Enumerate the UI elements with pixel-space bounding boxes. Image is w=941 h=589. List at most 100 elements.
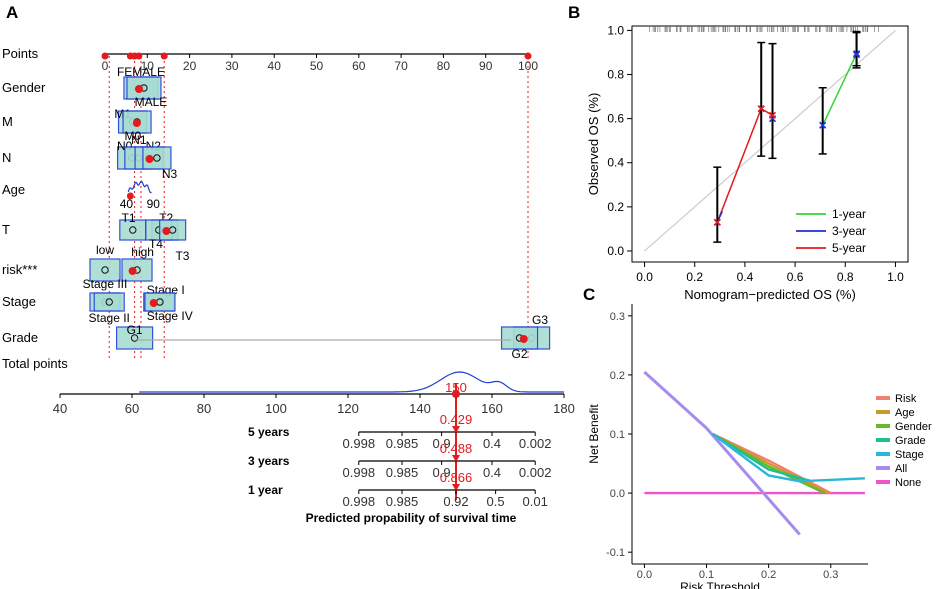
level-box-grade [500, 326, 539, 350]
calibration-legend-label-3-year: 3-year [832, 224, 866, 238]
level-box-t [159, 219, 187, 241]
survival-tick-label: 0.01 [523, 494, 548, 509]
variable-label-gender: Gender [2, 80, 46, 95]
nomogram-x-axis-title: Predicted propability of survival time [306, 511, 517, 525]
dca-line-grade [712, 432, 813, 483]
dca-x-axis-title: Risk Threshold [680, 580, 760, 589]
survival-predicted-marker [452, 426, 460, 433]
total-tick-label: 180 [553, 401, 575, 416]
points-tick-label: 50 [310, 59, 324, 73]
points-tick-label: 20 [183, 59, 197, 73]
calibration-plot-frame [631, 25, 909, 263]
calibration-y-tick-label: 1.0 [607, 23, 624, 37]
panel-label-b: B [568, 3, 580, 22]
variable-label-stage: Stage [2, 294, 36, 309]
dca-y-tick-label: 0.3 [610, 311, 625, 323]
points-axis-marker [101, 52, 109, 60]
dca-legend-label-risk: Risk [895, 393, 917, 405]
total-tick-label: 120 [337, 401, 359, 416]
level-label-n-n1: N1 [131, 133, 147, 147]
calibration-x-tick-label: 0.0 [636, 270, 653, 284]
level-label-stage-stage-iv: Stage IV [147, 309, 193, 323]
calibration-point-marker [768, 111, 777, 119]
survival-predicted-label: 0.429 [440, 412, 473, 427]
total-tick-label: 80 [197, 401, 211, 416]
dca-line-all [643, 370, 801, 536]
calibration-y-tick-label: 0.8 [607, 68, 624, 82]
points-tick-label: 80 [437, 59, 451, 73]
level-label-gender-male: MALE [135, 95, 168, 109]
level-label-n-n3: N3 [162, 167, 178, 181]
selected-level-m [132, 119, 141, 127]
level-box-gender [126, 76, 162, 100]
level-label-risk-high: high [131, 245, 154, 259]
level-label-gender-female: FEMALE [117, 65, 165, 79]
calibration-x-tick-label: 0.4 [737, 270, 754, 284]
total-value-label: 150 [445, 380, 467, 395]
calibration-point-marker [757, 105, 765, 113]
nomogram-panel: Points 0 10 20 30 40 50 60 70 80 90 100 Gender FEMALE… [2, 46, 575, 525]
calibration-legend-label-1-year: 1-year [832, 207, 866, 221]
level-box-risk [89, 258, 121, 282]
points-tick-label: 60 [352, 59, 366, 73]
dca-legend-label-gender: Gender [895, 421, 932, 433]
dca-legend-label-age: Age [895, 407, 915, 419]
total-points-label: Total points [2, 356, 68, 371]
points-tick-label: 70 [394, 59, 408, 73]
total-points-density [139, 371, 564, 393]
calibration-y-tick-label: 0.2 [607, 200, 624, 214]
survival-axis-label-5-years: 5 years [248, 425, 290, 439]
level-marker-stage [105, 298, 113, 306]
survival-axis-label-1-year: 1 year [248, 483, 283, 497]
calibration-y-axis-title: Observed OS (%) [586, 93, 601, 196]
selected-level-t [162, 227, 171, 235]
level-label-grade-g3: G3 [532, 313, 548, 327]
selected-level-gender [134, 85, 143, 93]
level-label-grade-g1: G1 [127, 323, 143, 337]
dca-x-tick-label: 0.0 [637, 569, 652, 581]
calibration-x-tick-label: 0.8 [837, 270, 854, 284]
points-tick-label: 90 [479, 59, 493, 73]
dca-legend-label-all: All [895, 463, 907, 475]
age-point-marker [126, 192, 134, 200]
level-box-risk [121, 258, 153, 282]
variable-label-age: Age [2, 182, 25, 197]
calibration-panel: 0.0 0.2 0.4 0.6 0.8 1.0 0.0 0.2 0.4 0.6 0.8 1.0 Nomo… [586, 23, 909, 302]
points-tick-label: 30 [225, 59, 239, 73]
level-marker-risk [101, 266, 109, 274]
level-label-t-t1: T1 [122, 211, 136, 225]
points-tick-label: 10 [141, 59, 155, 73]
level-box-stage [93, 292, 125, 312]
level-label-age-40: 40 [120, 197, 134, 211]
dca-y-tick-label: 0.0 [610, 488, 625, 500]
level-marker-n [153, 154, 161, 162]
dca-legend-label-grade: Grade [895, 435, 926, 447]
survival-tick-label: 0.9 [433, 465, 451, 480]
level-label-risk-low: low [96, 243, 114, 257]
variable-label-n: N [2, 150, 11, 165]
calibration-point-marker [852, 51, 861, 59]
survival-tick-label: 0.9 [433, 436, 451, 451]
survival-tick-label: 0.92 [443, 494, 468, 509]
level-label-m-m0: M0 [125, 129, 142, 143]
selected-level-grade [519, 335, 528, 343]
level-marker-grade [130, 334, 139, 342]
panel-label-a: A [6, 3, 18, 22]
survival-predicted-marker [452, 455, 460, 462]
level-label-stage-stage-iii: Stage III [83, 277, 128, 291]
total-value-marker [452, 390, 460, 398]
total-tick-label: 60 [125, 401, 139, 416]
dca-legend-label-none: None [895, 477, 921, 489]
points-axis-marker [524, 52, 532, 60]
survival-tick-label: 0.4 [483, 465, 501, 480]
survival-tick-label: 0.985 [386, 465, 419, 480]
level-marker-t [129, 226, 137, 234]
survival-predicted-marker [452, 484, 460, 491]
calibration-line-5-year [716, 107, 773, 223]
points-tick-label: 0 [102, 59, 109, 73]
total-tick-label: 160 [481, 401, 503, 416]
age-density-curve [127, 180, 152, 194]
level-label-stage-stage-ii: Stage II [89, 311, 130, 325]
dca-x-tick-label: 0.1 [699, 569, 714, 581]
